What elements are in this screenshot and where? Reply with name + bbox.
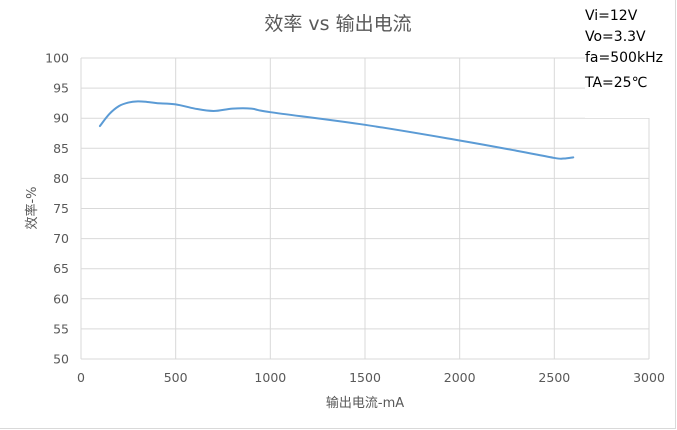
y-tick-label: 100 bbox=[45, 51, 69, 66]
x-tick-label: 1500 bbox=[349, 370, 381, 385]
condition-frequency: fa=500kHz bbox=[585, 50, 663, 66]
x-tick-label: 2500 bbox=[538, 370, 570, 385]
y-tick-label: 80 bbox=[53, 171, 69, 186]
condition-temperature: TA=25℃ bbox=[585, 75, 648, 91]
y-tick-label: 65 bbox=[53, 261, 69, 276]
x-tick-labels: 0 500 1000 1500 2000 2500 3000 bbox=[77, 370, 665, 385]
chart-title: 效率 vs 输出电流 bbox=[264, 13, 411, 35]
y-tick-label: 50 bbox=[53, 352, 69, 367]
y-tick-label: 95 bbox=[53, 81, 69, 96]
test-conditions-box: Vi=12V Vo=3.3V fa=500kHz TA=25℃ bbox=[585, 8, 665, 118]
x-tick-label: 500 bbox=[164, 370, 188, 385]
y-tick-label: 85 bbox=[53, 141, 69, 156]
y-tick-label: 55 bbox=[53, 321, 69, 336]
x-axis-label: 输出电流-mA bbox=[326, 395, 404, 411]
condition-vout: Vo=3.3V bbox=[585, 29, 646, 45]
y-tick-labels: 50 55 60 65 70 75 80 85 90 95 100 bbox=[45, 51, 69, 367]
y-tick-label: 75 bbox=[53, 201, 69, 216]
x-tick-label: 0 bbox=[77, 370, 85, 385]
series-layer bbox=[98, 100, 575, 160]
y-axis-label: 效率-% bbox=[24, 186, 40, 229]
x-tick-label: 1000 bbox=[254, 370, 286, 385]
condition-vin: Vi=12V bbox=[585, 8, 638, 24]
y-tick-label: 90 bbox=[53, 111, 69, 126]
gridlines bbox=[80, 57, 650, 360]
y-tick-label: 70 bbox=[53, 231, 69, 246]
x-tick-label: 3000 bbox=[633, 370, 665, 385]
y-tick-label: 60 bbox=[53, 291, 69, 306]
efficiency-series-line bbox=[98, 100, 575, 160]
x-tick-label: 2000 bbox=[444, 370, 476, 385]
